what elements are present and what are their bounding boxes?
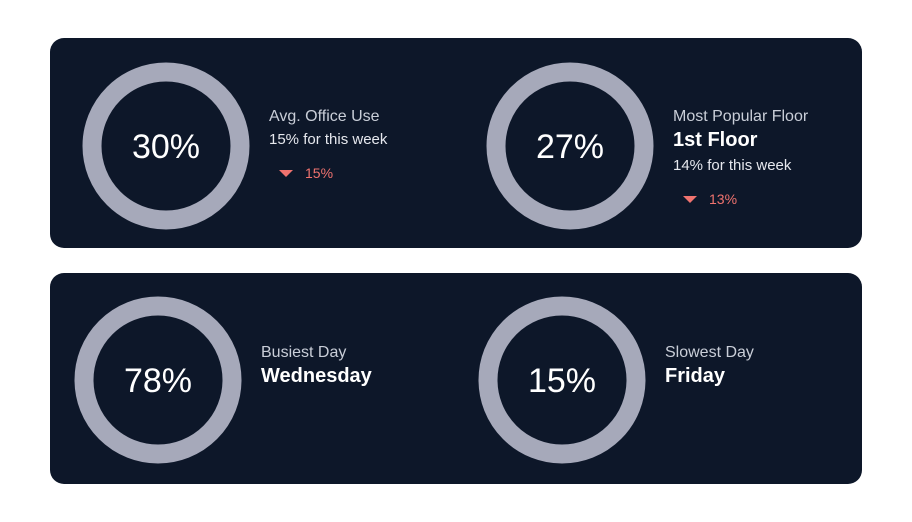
- busiest-day-info: Busiest Day Wednesday: [261, 343, 372, 389]
- slowest-day-value: Friday: [665, 365, 726, 387]
- donut-percent-label: 15%: [528, 362, 596, 400]
- donut-percent-label: 78%: [124, 362, 192, 400]
- triangle-down-icon: [279, 169, 293, 177]
- popular-floor-delta-value: 13%: [709, 191, 738, 207]
- office-use-delta: 15%: [269, 164, 387, 182]
- slowest-day-label: Slowest Day: [665, 344, 754, 361]
- office-use-week: 15% for this week: [269, 131, 388, 148]
- donut-track: [478, 296, 646, 464]
- popular-floor-label: Most Popular Floor: [673, 108, 809, 125]
- donut-percent-label: 30%: [132, 128, 200, 166]
- donut-track: [82, 62, 250, 230]
- office-use-label: Avg. Office Use: [269, 108, 380, 125]
- donut-office-use: 30%: [82, 62, 250, 230]
- donut-track: [74, 296, 242, 464]
- slowest-day-info: Slowest Day Friday: [665, 343, 754, 389]
- popular-floor-info: Most Popular Floor 1st Floor 14% for thi…: [673, 107, 808, 208]
- popular-floor-week: 14% for this week: [673, 157, 792, 174]
- popular-floor-value: 1st Floor: [673, 129, 758, 151]
- popular-floor-delta: 13%: [673, 190, 808, 208]
- busiest-day-label: Busiest Day: [261, 344, 347, 361]
- donut-track: [486, 62, 654, 230]
- office-use-delta-value: 15%: [305, 165, 334, 181]
- triangle-down-icon: [683, 195, 697, 203]
- busiest-day-value: Wednesday: [261, 365, 372, 387]
- office-use-info: Avg. Office Use 15% for this week 15%: [269, 107, 387, 182]
- donut-busiest-day: 78%: [74, 296, 242, 464]
- donut-popular-floor: 27%: [486, 62, 654, 230]
- donut-slowest-day: 15%: [478, 296, 646, 464]
- donut-percent-label: 27%: [536, 128, 604, 166]
